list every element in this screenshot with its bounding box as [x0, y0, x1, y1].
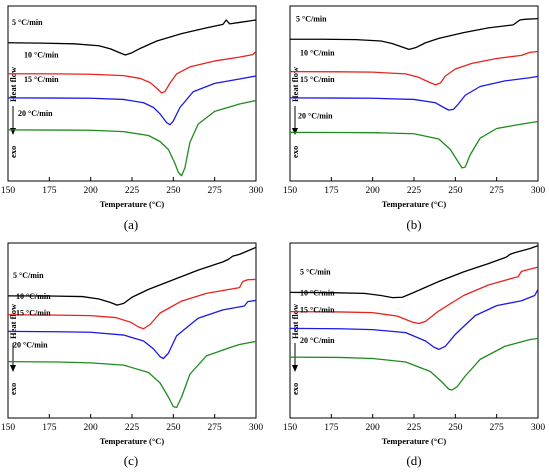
panel-label: (b) — [406, 217, 421, 232]
x-tick-label: 175 — [324, 423, 339, 433]
x-tick-label: 275 — [208, 423, 223, 433]
series-line-2 — [7, 278, 257, 330]
x-tick-label: 300 — [249, 423, 264, 433]
x-tick-label: 300 — [249, 186, 264, 196]
panel-b: 150 175 200 225 250 275 300 Temperature (°C) Hea… — [283, 5, 546, 209]
x-tick-label: 200 — [366, 186, 381, 196]
series-label: 20 °C/min — [298, 111, 333, 120]
heat-flow-label: Heat flow — [8, 303, 18, 339]
series-label: 15 °C/min — [300, 305, 335, 314]
series-label: 10 °C/min — [300, 49, 335, 58]
series-line-2 — [289, 266, 539, 325]
series-line-3 — [289, 75, 539, 111]
x-tick-label: 225 — [407, 186, 422, 196]
exo-arrow-head-icon — [10, 365, 16, 372]
series-line-4 — [7, 340, 257, 409]
x-tick-label: 250 — [166, 186, 181, 196]
x-tick-label: 200 — [84, 186, 99, 196]
x-axis-title: Temperature (°C) — [100, 199, 165, 209]
x-tick-label: 150 — [1, 423, 16, 433]
x-tick-label: 250 — [448, 423, 463, 433]
panel-label: (d) — [406, 453, 421, 468]
series-label: 10 °C/min — [16, 292, 51, 301]
series-label: 15 °C/min — [24, 75, 59, 84]
series-line-1 — [7, 19, 257, 56]
series-label: 20 °C/min — [300, 336, 335, 345]
x-tick-label: 225 — [125, 186, 140, 196]
series-line-3 — [7, 75, 257, 126]
series-label: 15 °C/min — [16, 308, 51, 317]
series-label: 20 °C/min — [13, 341, 48, 350]
series-line-4 — [289, 120, 539, 169]
series-line-3 — [289, 289, 539, 351]
heat-flow-label: Heat flow — [290, 303, 300, 339]
heat-flow-label: Heat flow — [290, 66, 300, 102]
x-tick-label: 175 — [42, 423, 57, 433]
x-tick-label: 150 — [283, 423, 298, 433]
series-label: 5 °C/min — [12, 18, 43, 27]
series-line-2 — [289, 50, 539, 86]
exo-arrow-head-icon — [292, 128, 298, 135]
panel-c: 150 175 200 225 250 275 300 Temperature (°C) Hea… — [1, 242, 264, 446]
series-label: 10 °C/min — [300, 289, 335, 298]
exo-label: exo — [8, 146, 18, 158]
exo-label: exo — [290, 146, 300, 158]
exo-arrow-head-icon — [292, 365, 298, 372]
x-tick-label: 200 — [84, 423, 99, 433]
panel-label: (a) — [124, 217, 138, 232]
x-axis-title: Temperature (°C) — [382, 199, 447, 209]
x-tick-label: 225 — [407, 423, 422, 433]
plot-frame — [289, 5, 539, 182]
x-tick-label: 175 — [42, 186, 57, 196]
series-line-2 — [7, 51, 257, 94]
x-tick-label: 275 — [490, 186, 505, 196]
x-tick-label: 275 — [208, 186, 223, 196]
y-axis-annotation: Heat flow exo — [8, 66, 18, 158]
heat-flow-label: Heat flow — [8, 66, 18, 102]
exo-label: exo — [290, 383, 300, 395]
series-label: 15 °C/min — [300, 75, 335, 84]
panel-d: 150 175 200 225 250 275 300 Temperature (°C) Hea… — [283, 242, 546, 446]
panel-a: 150 175 200 225 250 275 300 Temperature (°C) Hea… — [1, 5, 264, 209]
x-tick-label: 175 — [324, 186, 339, 196]
y-axis-annotation: Heat flow exo — [8, 303, 18, 395]
y-axis-annotation: Heat flow exo — [290, 66, 300, 158]
x-tick-label: 200 — [366, 423, 381, 433]
series-label: 20 °C/min — [18, 109, 53, 118]
series-label: 5 °C/min — [300, 267, 331, 276]
x-axis-title: Temperature (°C) — [100, 436, 165, 446]
exo-arrow-head-icon — [10, 128, 16, 135]
x-tick-label: 150 — [1, 186, 16, 196]
x-tick-label: 300 — [531, 423, 546, 433]
x-tick-label: 300 — [531, 186, 546, 196]
series-line-1 — [289, 245, 539, 299]
plot-frame — [7, 242, 257, 419]
panel-label: (c) — [124, 453, 138, 468]
series-label: 10 °C/min — [24, 51, 59, 60]
series-line-3 — [7, 299, 257, 360]
x-axis-title: Temperature (°C) — [382, 436, 447, 446]
y-axis-annotation: Heat flow exo — [290, 303, 300, 395]
x-tick-label: 275 — [490, 423, 505, 433]
series-line-1 — [7, 246, 257, 306]
plot-frame — [7, 5, 257, 182]
series-label: 5 °C/min — [13, 271, 44, 280]
series-label: 5 °C/min — [296, 14, 327, 23]
x-tick-label: 225 — [125, 423, 140, 433]
exo-label: exo — [8, 383, 18, 395]
series-line-4 — [289, 337, 539, 391]
x-tick-label: 150 — [283, 186, 298, 196]
series-line-4 — [7, 99, 257, 177]
x-tick-label: 250 — [448, 186, 463, 196]
x-tick-label: 250 — [166, 423, 181, 433]
series-line-1 — [290, 17, 539, 51]
